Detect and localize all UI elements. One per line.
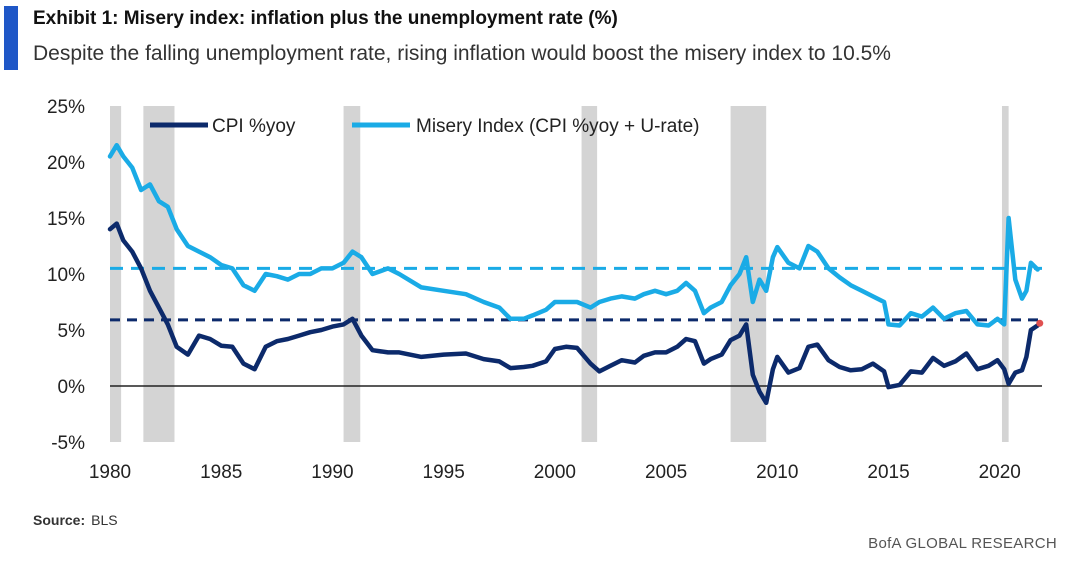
- x-tick-label: 1980: [89, 462, 131, 483]
- brand-footer: BofA GLOBAL RESEARCH: [868, 535, 1057, 552]
- y-tick-label: 25%: [47, 97, 85, 118]
- legend-misery-label: Misery Index (CPI %yoy + U-rate): [416, 116, 700, 137]
- x-tick-label: 2015: [867, 462, 909, 483]
- chart-title: Exhibit 1: Misery index: inflation plus …: [33, 8, 618, 29]
- x-tick-label: 2000: [534, 462, 576, 483]
- chart-subtitle: Despite the falling unemployment rate, r…: [33, 42, 891, 65]
- y-tick-label: 10%: [47, 265, 85, 286]
- recession-bands: [110, 106, 1009, 442]
- y-tick-label: -5%: [51, 433, 85, 454]
- y-tick-label: 20%: [47, 153, 85, 174]
- x-tick-label: 2020: [979, 462, 1021, 483]
- series-lines: [107, 142, 1044, 406]
- title-accent-bar: [4, 6, 18, 70]
- y-axis-ticks: -5% 0% 5% 10% 15% 20% 25%: [47, 97, 85, 454]
- x-axis-ticks: 1980 1985 1990 1995 2000 2005 2010 2015 2020: [89, 462, 1021, 483]
- x-tick-label: 1985: [200, 462, 242, 483]
- y-tick-label: 0%: [58, 377, 86, 398]
- source-value: BLS: [91, 512, 118, 528]
- misery-index-chart: -5% 0% 5% 10% 15% 20% 25% 1980 1985 1990 1995 2000…: [47, 97, 1044, 483]
- recession-band-4: [581, 106, 598, 442]
- x-tick-label: 2010: [756, 462, 798, 483]
- recession-band-1: [110, 106, 122, 442]
- x-tick-label: 1990: [311, 462, 353, 483]
- x-tick-label: 2005: [645, 462, 687, 483]
- legend-cpi-label: CPI %yoy: [212, 116, 296, 137]
- x-tick-label: 1995: [423, 462, 465, 483]
- misery-index-line: [107, 142, 1040, 328]
- recession-band-2: [143, 106, 175, 442]
- y-tick-label: 15%: [47, 209, 85, 230]
- recession-band-3: [343, 106, 361, 442]
- projection-point: [1036, 319, 1044, 327]
- cpi-yoy-line: [107, 221, 1040, 406]
- source-note: Source: BLS: [33, 512, 118, 528]
- chart-legend: CPI %yoy Misery Index (CPI %yoy + U-rate): [150, 116, 700, 137]
- source-label: Source:: [33, 512, 86, 528]
- y-tick-label: 5%: [58, 321, 86, 342]
